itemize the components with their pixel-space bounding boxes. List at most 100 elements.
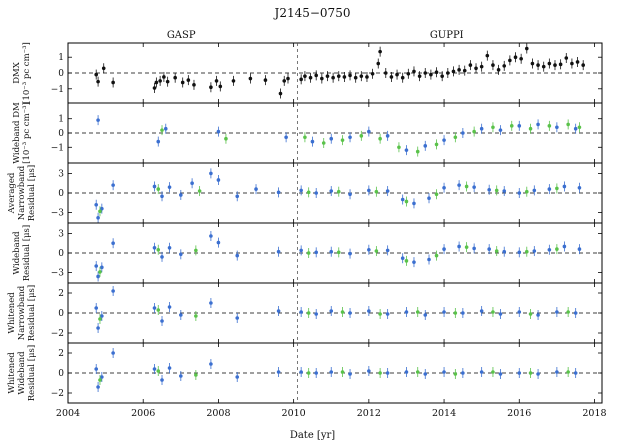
data-point (180, 80, 185, 85)
data-point (502, 64, 507, 68)
data-point (156, 308, 161, 312)
data-point (94, 202, 99, 207)
data-point (485, 53, 490, 58)
data-point (160, 378, 164, 382)
data-point (566, 122, 570, 127)
x-tick-label: 2016 (507, 408, 531, 419)
x-tick-label: 2012 (357, 408, 381, 419)
data-point (325, 74, 330, 78)
data-point (577, 125, 582, 130)
data-point (517, 191, 522, 195)
data-point (453, 372, 458, 376)
data-point (179, 252, 183, 257)
data-point (284, 135, 288, 140)
y-axis-label: Averaged (7, 172, 17, 214)
data-point (468, 63, 473, 67)
y-tick-label: 3 (58, 169, 64, 179)
data-point (336, 74, 341, 78)
data-point (299, 310, 303, 314)
data-point (553, 63, 557, 67)
data-point (96, 274, 100, 279)
data-point (464, 184, 469, 189)
data-point (502, 189, 507, 193)
data-point (547, 61, 552, 66)
y-tick-label: 2 (58, 349, 64, 359)
data-point (276, 190, 281, 195)
data-point (160, 319, 164, 323)
data-point (397, 145, 401, 150)
data-point (156, 247, 161, 252)
data-point (442, 185, 446, 190)
data-point (462, 68, 467, 73)
y-axis-label: Narrowband (17, 165, 27, 220)
data-point (434, 253, 439, 258)
data-point (367, 129, 371, 134)
data-point (524, 189, 529, 194)
data-point (385, 248, 390, 253)
data-point (555, 186, 559, 191)
data-point (509, 124, 514, 128)
y-tick-label: 0 (58, 249, 64, 259)
data-point (440, 74, 444, 78)
data-point (348, 192, 352, 197)
data-point (152, 86, 157, 90)
y-tick-label: 0 (58, 189, 64, 199)
data-point (340, 370, 345, 374)
data-point (367, 309, 371, 313)
data-point (442, 370, 446, 374)
data-point (461, 371, 465, 375)
y-axis-label: Whitened (7, 352, 17, 394)
x-tick-label: 2006 (131, 408, 155, 419)
data-point (98, 270, 102, 274)
data-point (400, 197, 405, 202)
data-point (111, 351, 115, 355)
data-point (423, 372, 428, 376)
data-point (434, 142, 439, 147)
data-point (517, 371, 522, 375)
data-point (165, 79, 170, 84)
data-point (498, 372, 503, 376)
data-point (186, 78, 191, 82)
data-point (451, 69, 456, 74)
data-point (427, 257, 431, 262)
data-point (479, 126, 484, 131)
x-tick-label: 2010 (282, 408, 306, 419)
data-point (491, 310, 495, 314)
data-point (314, 371, 318, 375)
data-point (429, 72, 433, 77)
data-point (404, 199, 409, 204)
data-point (299, 188, 303, 193)
y-tick-label: 0 (58, 129, 64, 139)
data-point (216, 240, 221, 245)
data-point (472, 246, 476, 251)
data-point (321, 141, 326, 145)
data-point (98, 378, 102, 382)
data-point (167, 245, 172, 250)
data-point (374, 249, 379, 253)
data-point (367, 247, 371, 252)
data-point (214, 79, 219, 83)
data-point (98, 209, 102, 214)
y-axis-label: Whitened (7, 292, 17, 334)
data-point (314, 191, 318, 195)
data-point (94, 72, 99, 77)
data-point (329, 370, 334, 374)
data-point (235, 316, 240, 320)
data-point (442, 247, 446, 251)
data-point (306, 371, 311, 375)
data-point (282, 79, 287, 83)
data-point (378, 136, 382, 141)
y-axis-label: Wideband (17, 351, 27, 395)
data-point (417, 74, 422, 78)
data-point (111, 289, 115, 293)
data-point (276, 309, 281, 313)
data-point (329, 249, 334, 254)
data-point (286, 76, 290, 81)
data-point (577, 247, 582, 251)
data-point (299, 77, 303, 82)
y-tick-label: −2 (51, 329, 64, 339)
data-point (231, 79, 236, 83)
data-point (400, 75, 405, 80)
data-point (498, 312, 503, 316)
data-point (348, 251, 352, 256)
